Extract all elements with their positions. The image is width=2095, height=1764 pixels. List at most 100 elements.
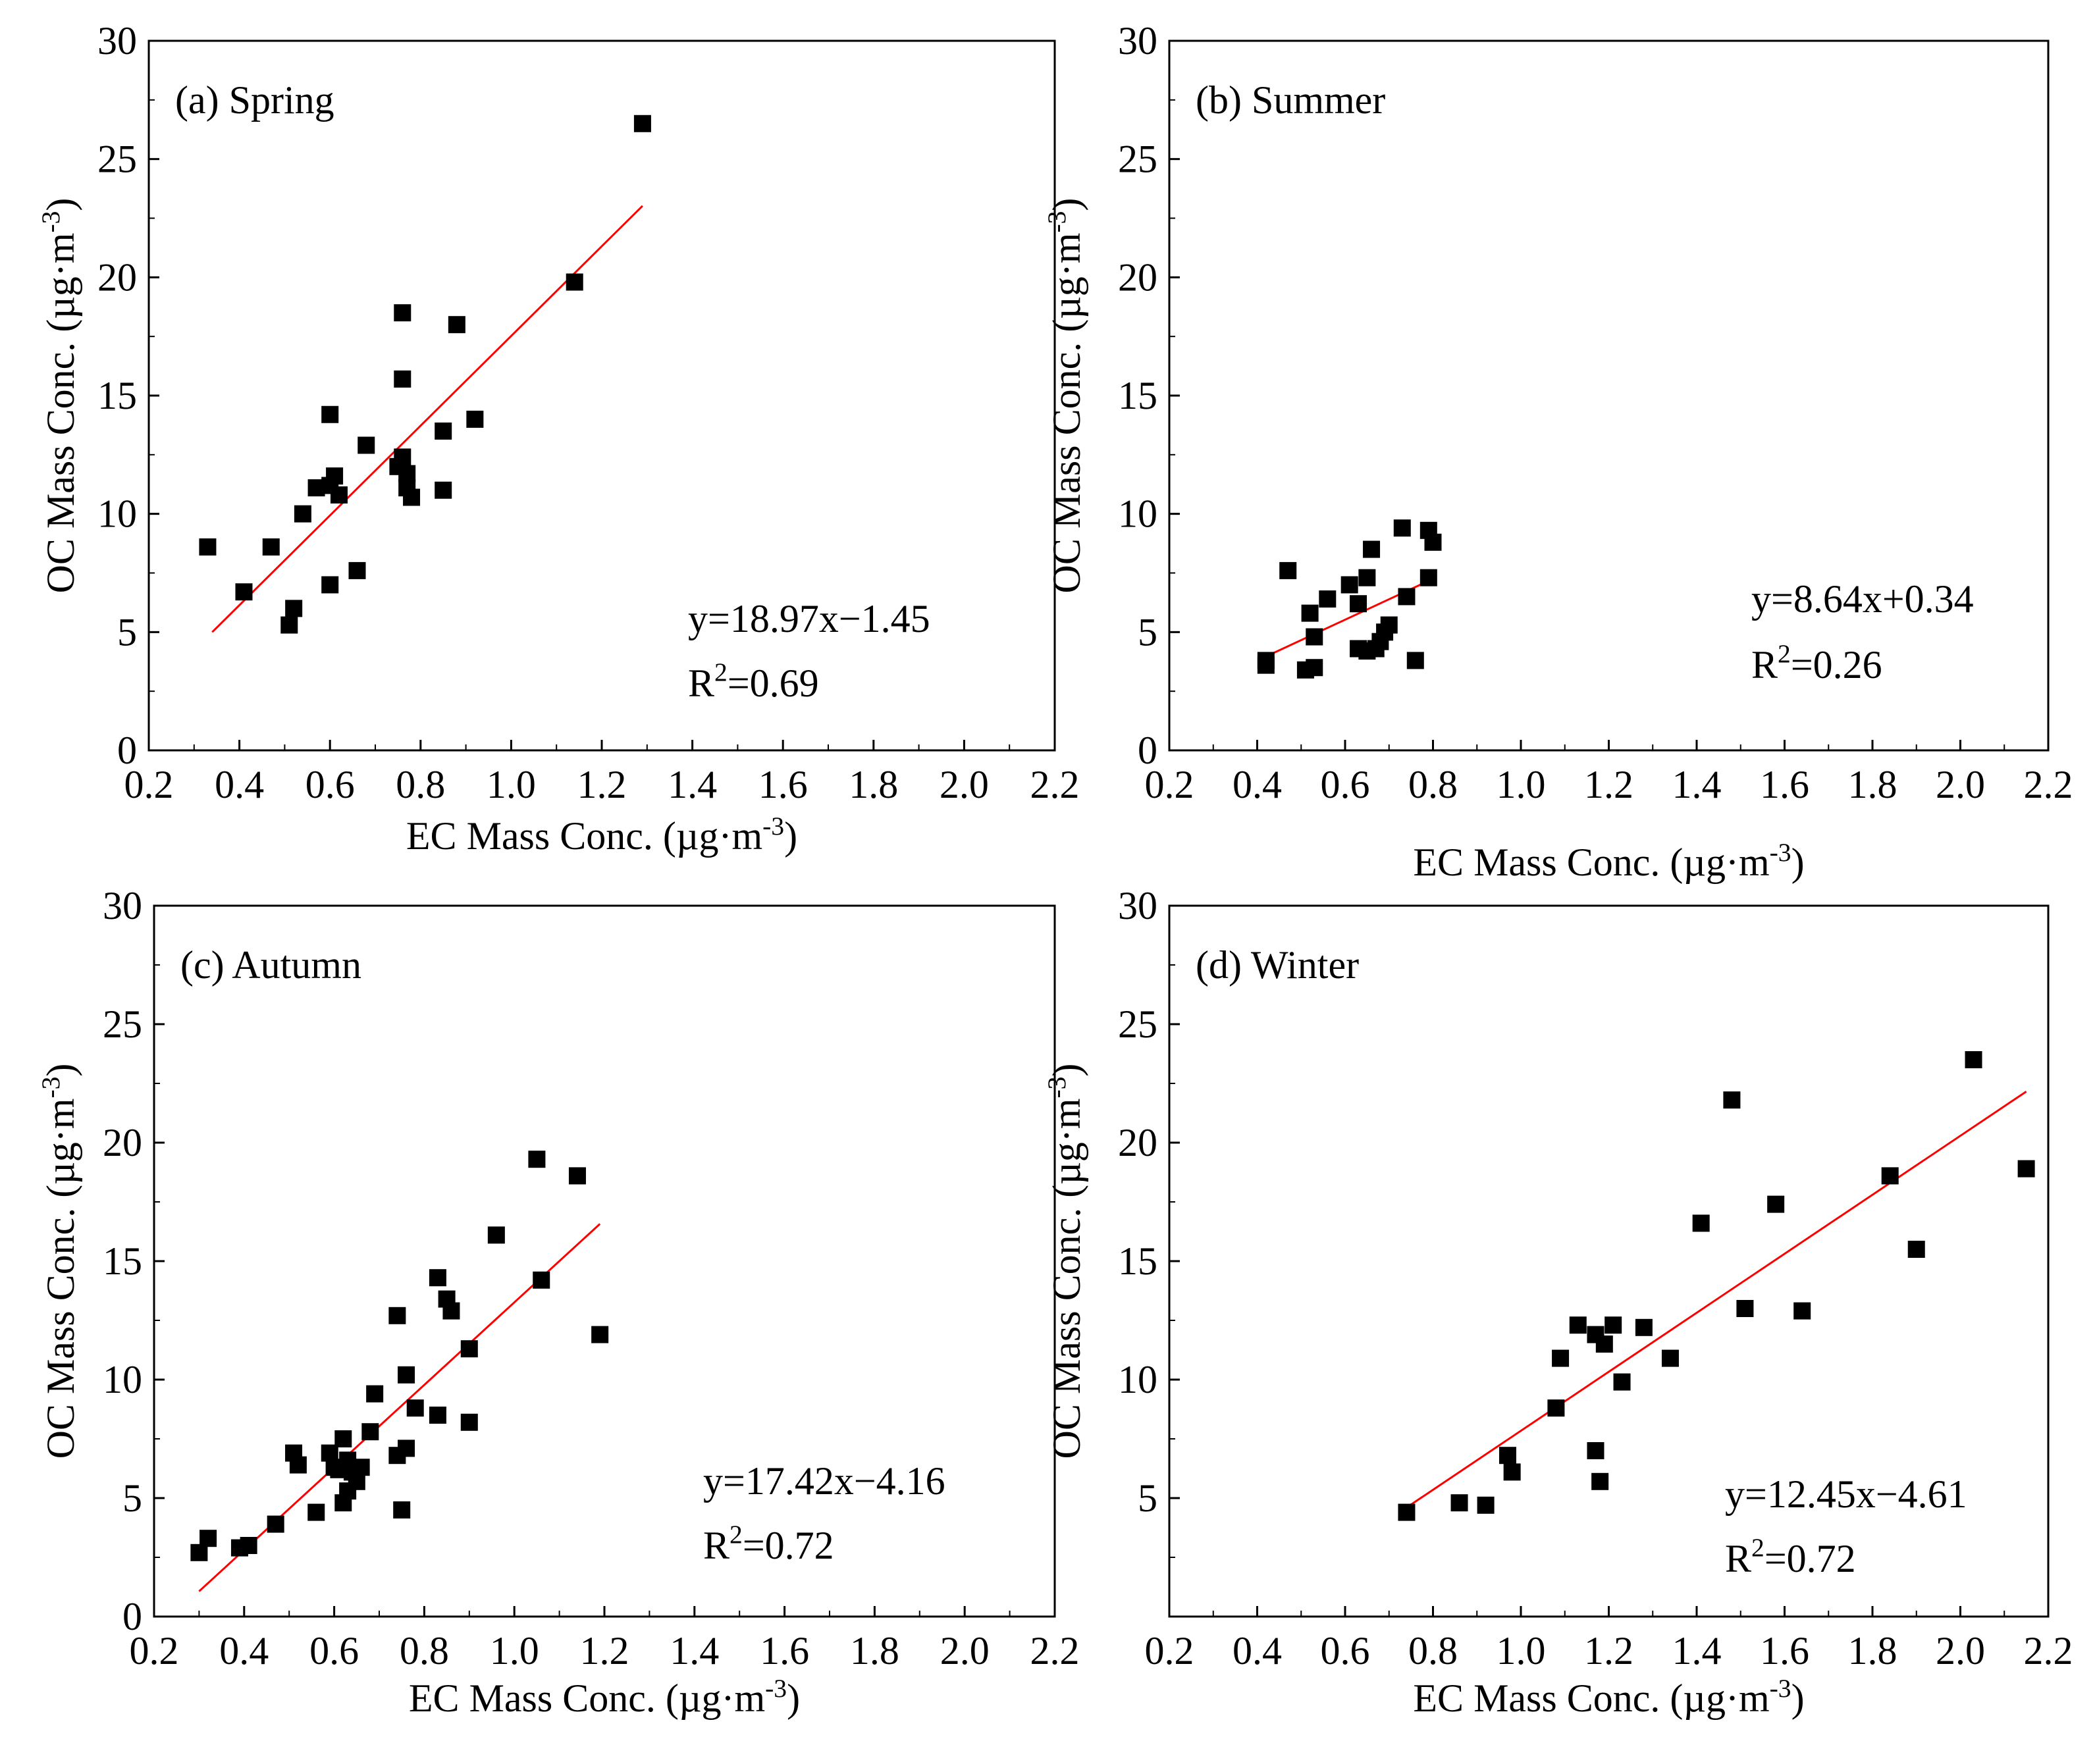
data-point xyxy=(307,1503,325,1521)
x-tick-label: 0.4 xyxy=(1233,763,1282,806)
y-tick-label: 15 xyxy=(1118,374,1157,417)
y-tick-label: 20 xyxy=(1118,1121,1157,1164)
data-point xyxy=(366,1385,384,1403)
y-tick-label: 0 xyxy=(117,729,137,772)
y-tick-label: 0 xyxy=(122,1595,142,1638)
regression-equation: y=8.64x+0.34 xyxy=(1751,577,1974,621)
data-point xyxy=(1569,1316,1587,1334)
x-axis-label: EC Mass Conc. (µg·m-3) xyxy=(409,1674,800,1720)
data-point xyxy=(398,1440,415,1457)
data-point xyxy=(403,488,421,506)
x-axis-label: EC Mass Conc. (µg·m-3) xyxy=(1413,838,1804,884)
x-tick-label: 2.2 xyxy=(1030,763,1080,806)
data-point xyxy=(267,1515,284,1533)
data-point xyxy=(326,467,344,485)
regression-equation: y=17.42x−4.16 xyxy=(703,1459,945,1503)
x-tick-label: 1.8 xyxy=(849,763,898,806)
data-point xyxy=(566,273,583,291)
x-tick-label: 2.2 xyxy=(2024,1629,2073,1673)
data-point xyxy=(442,1302,460,1320)
x-tick-label: 2.2 xyxy=(1030,1629,1080,1673)
data-point xyxy=(262,538,280,556)
data-point xyxy=(528,1151,546,1168)
y-axis-label: OC Mass Conc. (µg·m-3) xyxy=(36,1064,82,1459)
data-point xyxy=(633,115,651,132)
panel-spring: 0.2 0.4 0.6 0.8 1.0 1.2 1.4 1.6 1.8 2.0 2.2 0 5 10 15 2… xyxy=(36,19,1080,858)
panel-label: (d) Winter xyxy=(1196,943,1359,987)
data-point xyxy=(1380,616,1398,634)
y-tick-label: 5 xyxy=(1138,610,1157,654)
x-tick-label: 2.0 xyxy=(1936,763,1985,806)
data-point xyxy=(1552,1349,1570,1367)
data-point xyxy=(1503,1463,1521,1481)
data-point xyxy=(591,1326,609,1343)
data-point xyxy=(533,1271,550,1289)
x-tick-label: 1.0 xyxy=(490,1629,539,1673)
y-tick-label: 5 xyxy=(1138,1476,1157,1520)
x-tick-label: 1.4 xyxy=(1672,763,1722,806)
y-tick-label: 15 xyxy=(103,1239,142,1283)
data-point xyxy=(466,410,484,428)
y-tick-label: 0 xyxy=(1138,729,1157,772)
x-tick-label: 1.6 xyxy=(758,763,808,806)
data-point xyxy=(334,1430,352,1447)
regression-equation: y=18.97x−1.45 xyxy=(688,597,930,640)
data-point xyxy=(1595,1336,1613,1353)
data-point xyxy=(429,1407,446,1424)
x-tick-label: 0.8 xyxy=(1408,763,1458,806)
x-tick-label: 2.2 xyxy=(2024,763,2073,806)
data-point xyxy=(358,436,375,454)
x-tick-label: 0.6 xyxy=(1321,1629,1370,1673)
x-tick-label: 1.8 xyxy=(850,1629,899,1673)
x-tick-label: 2.0 xyxy=(1936,1629,1985,1673)
y-axis-label: OC Mass Conc. (µg·m-3) xyxy=(36,198,82,594)
data-point xyxy=(289,1456,307,1474)
data-point xyxy=(1340,576,1358,594)
y-tick-label: 30 xyxy=(1118,884,1157,927)
x-tick-label: 2.0 xyxy=(940,1629,990,1673)
data-point xyxy=(1635,1318,1653,1336)
y-tick-label: 25 xyxy=(1118,1002,1157,1046)
y-axis-label: OC Mass Conc. (µg·m-3) xyxy=(1042,198,1088,594)
x-tick-label: 0.4 xyxy=(219,1629,269,1673)
y-tick-label: 5 xyxy=(122,1476,142,1520)
data-point xyxy=(568,1167,586,1185)
x-tick-label: 2.0 xyxy=(940,763,989,806)
data-point xyxy=(240,1537,257,1554)
data-point xyxy=(1406,652,1424,669)
data-point xyxy=(321,576,339,594)
panel-label: (b) Summer xyxy=(1196,78,1385,122)
data-point xyxy=(321,405,339,423)
data-point xyxy=(388,1307,406,1324)
data-point xyxy=(1661,1349,1679,1367)
data-point xyxy=(1350,595,1367,613)
data-point xyxy=(1547,1399,1565,1417)
data-point xyxy=(1907,1241,1925,1258)
x-tick-label: 0.2 xyxy=(124,763,174,806)
data-point xyxy=(1881,1167,1899,1185)
x-tick-label: 0.2 xyxy=(1145,763,1194,806)
panel-label: (a) Spring xyxy=(175,78,334,122)
data-point xyxy=(2017,1160,2035,1178)
data-point xyxy=(435,481,452,499)
x-tick-label: 0.8 xyxy=(1408,1629,1458,1673)
x-tick-label: 1.0 xyxy=(487,763,536,806)
y-axis-label: OC Mass Conc. (µg·m-3) xyxy=(1042,1064,1088,1459)
x-tick-label: 1.4 xyxy=(668,763,717,806)
data-point xyxy=(199,538,217,556)
data-point xyxy=(1793,1302,1811,1320)
x-axis-label: EC Mass Conc. (µg·m-3) xyxy=(406,812,797,858)
data-point xyxy=(460,1413,478,1431)
panel-summer: 0.2 0.4 0.6 0.8 1.0 1.2 1.4 1.6 1.8 2.0 2.2 0 5 10 15 2… xyxy=(1042,19,2073,884)
data-point xyxy=(394,370,411,388)
y-tick-label: 20 xyxy=(97,255,137,299)
data-point xyxy=(393,1501,411,1518)
y-tick-label: 25 xyxy=(103,1002,142,1046)
data-point xyxy=(1398,1503,1416,1521)
data-point xyxy=(1301,604,1319,622)
x-tick-label: 1.6 xyxy=(760,1629,809,1673)
data-point xyxy=(1613,1373,1631,1391)
data-point xyxy=(1965,1051,1982,1068)
x-tick-label: 1.8 xyxy=(1848,1629,1897,1673)
data-point xyxy=(460,1340,478,1358)
